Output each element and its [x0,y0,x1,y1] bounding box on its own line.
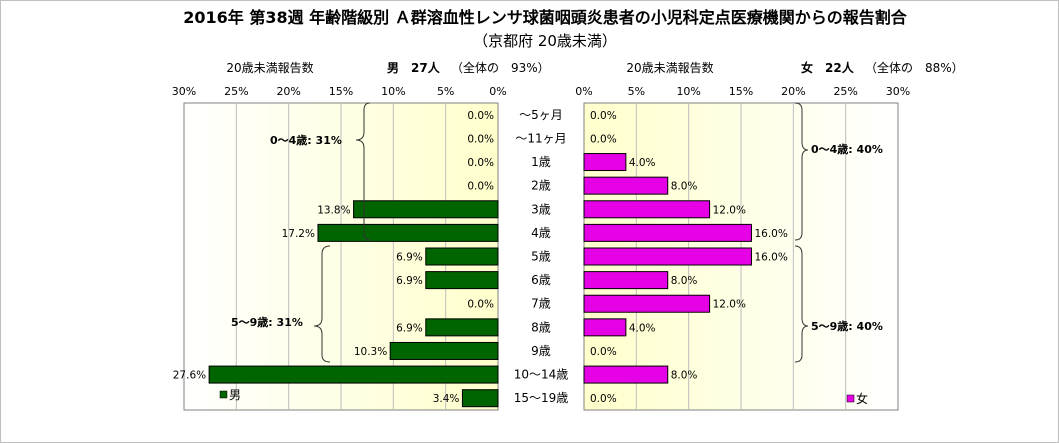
female-bar [583,294,711,313]
male-value-label: 0.0% [467,157,494,169]
female-value-label: 8.0% [671,370,698,382]
male-tick-label: 25% [224,85,248,98]
female-value-label: 16.0% [754,228,787,240]
female-legend-swatch [846,394,855,403]
male-value-label: 6.9% [396,252,423,264]
category-label: 15～19歳 [514,391,569,405]
male-tick-label: 15% [329,85,353,98]
male-count-label: 20歳未満報告数 [226,60,313,75]
male-bar [425,247,499,266]
male-bar [461,389,499,408]
female-value-label: 4.0% [629,322,656,334]
female-value-label: 0.0% [590,346,617,358]
male-value-label: 0.0% [467,299,494,311]
chart-title: 2016年 第38週 年齢階級別 Ａ群溶血性レンサ球菌咽頭炎患者の小児科定点医療… [183,8,908,27]
male-value-label: 0.0% [467,133,494,145]
category-label: 4歳 [531,226,551,240]
female-value-label: 16.0% [754,252,787,264]
male-value-label: 13.8% [317,204,350,216]
chart-subtitle: （京都府 20歳未満） [473,32,617,50]
category-label: ～5ヶ月 [519,108,563,122]
category-label: 3歳 [531,202,551,216]
male-bar [317,223,499,242]
female-value-label: 12.0% [713,299,746,311]
female-bar [583,271,669,290]
female-group-5-9-label: 5～9歳: 40% [811,319,883,333]
female-group-0-4-label: 0～4歳: 40% [811,142,883,156]
male-tick-label: 20% [276,85,300,98]
female-header-title: 女 22人 [801,60,855,75]
male-bar [353,200,499,219]
male-value-label: 0.0% [467,181,494,193]
female-tick-label: 5% [628,85,645,98]
female-value-label: 8.0% [671,181,698,193]
female-value-label: 4.0% [629,157,656,169]
male-brace-5-9 [313,245,331,363]
female-bar [583,223,752,242]
male-header-title: 男 27人 [387,60,441,75]
male-tick-label: 0% [489,85,506,98]
female-brace-0-4 [794,102,809,241]
male-group-0-4-label: 0～4歳: 31% [270,133,342,147]
female-legend-label: 女 [856,391,868,406]
male-value-label: 27.6% [173,370,206,382]
female-value-label: 12.0% [713,204,746,216]
female-tick-label: 30% [886,85,910,98]
category-label: 7歳 [531,297,551,311]
female-tick-label: 10% [676,85,700,98]
category-label: 1歳 [531,155,551,169]
male-brace-0-4 [355,102,371,241]
female-tick-label: 25% [833,85,857,98]
male-value-label: 0.0% [467,110,494,122]
male-bar [425,271,499,290]
female-tick-label: 20% [781,85,805,98]
female-header-share: （全体の 88%） [865,60,964,75]
category-label: 2歳 [531,179,551,193]
male-bar [208,365,499,384]
female-bar [583,318,627,337]
male-legend-label: 男 [229,388,241,402]
male-tick-label: 5% [437,85,454,98]
male-value-label: 10.3% [354,346,387,358]
male-value-label: 6.9% [396,275,423,287]
female-brace-5-9 [794,245,809,363]
category-label: ～11ヶ月 [515,131,566,145]
female-bar [583,153,627,172]
male-value-label: 17.2% [282,228,315,240]
category-label: 8歳 [531,320,551,334]
female-count-label: 20歳未満報告数 [626,60,713,75]
female-tick-label: 15% [729,85,753,98]
category-label: 5歳 [531,250,551,264]
female-bar [583,247,752,266]
category-label: 10～14歳 [514,368,569,382]
female-value-label: 8.0% [671,275,698,287]
female-value-label: 0.0% [590,110,617,122]
male-tick-label: 30% [172,85,196,98]
female-bar [583,176,669,195]
female-bar [583,365,669,384]
male-value-label: 6.9% [396,322,423,334]
female-value-label: 0.0% [590,133,617,145]
male-tick-label: 10% [381,85,405,98]
female-bar [583,200,711,219]
male-header-share: （全体の 93%） [451,60,550,75]
male-value-label: 3.4% [433,393,460,405]
female-tick-label: 0% [575,85,592,98]
male-group-5-9-label: 5～9歳: 31% [231,315,303,329]
category-label: 6歳 [531,273,551,287]
male-legend-swatch [219,390,228,399]
male-bar [389,341,499,360]
male-bar [425,318,499,337]
female-value-label: 0.0% [590,393,617,405]
category-label: 9歳 [531,344,551,358]
